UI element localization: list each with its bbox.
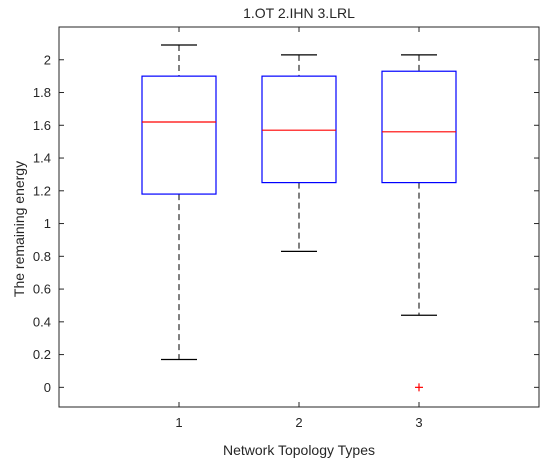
x-tick-label: 1 xyxy=(175,415,182,430)
y-tick-label: 1.4 xyxy=(33,151,51,166)
y-tick-label: 0 xyxy=(44,380,51,395)
y-tick-label: 1.8 xyxy=(33,85,51,100)
y-tick-label: 0.2 xyxy=(33,347,51,362)
y-tick-label: 2 xyxy=(44,52,51,67)
y-tick-label: 0.8 xyxy=(33,249,51,264)
y-tick-label: 0.6 xyxy=(33,282,51,297)
x-tick-label: 3 xyxy=(415,415,422,430)
y-tick-label: 1 xyxy=(44,216,51,231)
box-iqr xyxy=(141,75,217,195)
y-tick-label: 1.6 xyxy=(33,118,51,133)
x-axis-label: Network Topology Types xyxy=(223,442,375,458)
box-iqr xyxy=(261,75,337,184)
y-tick-label: 0.4 xyxy=(33,314,51,329)
chart-title: 1.OT 2.IHN 3.LRL xyxy=(243,5,355,21)
y-axis-label: The remaining energy xyxy=(11,161,27,297)
box-iqr xyxy=(381,70,457,184)
y-tick-label: 1.2 xyxy=(33,183,51,198)
plot-area: 0 0.2 0.4 0.6 0.8 1 1.2 1.4 1.6 1.8 2 1 2 3 xyxy=(33,26,540,430)
x-tick-label: 2 xyxy=(295,415,302,430)
